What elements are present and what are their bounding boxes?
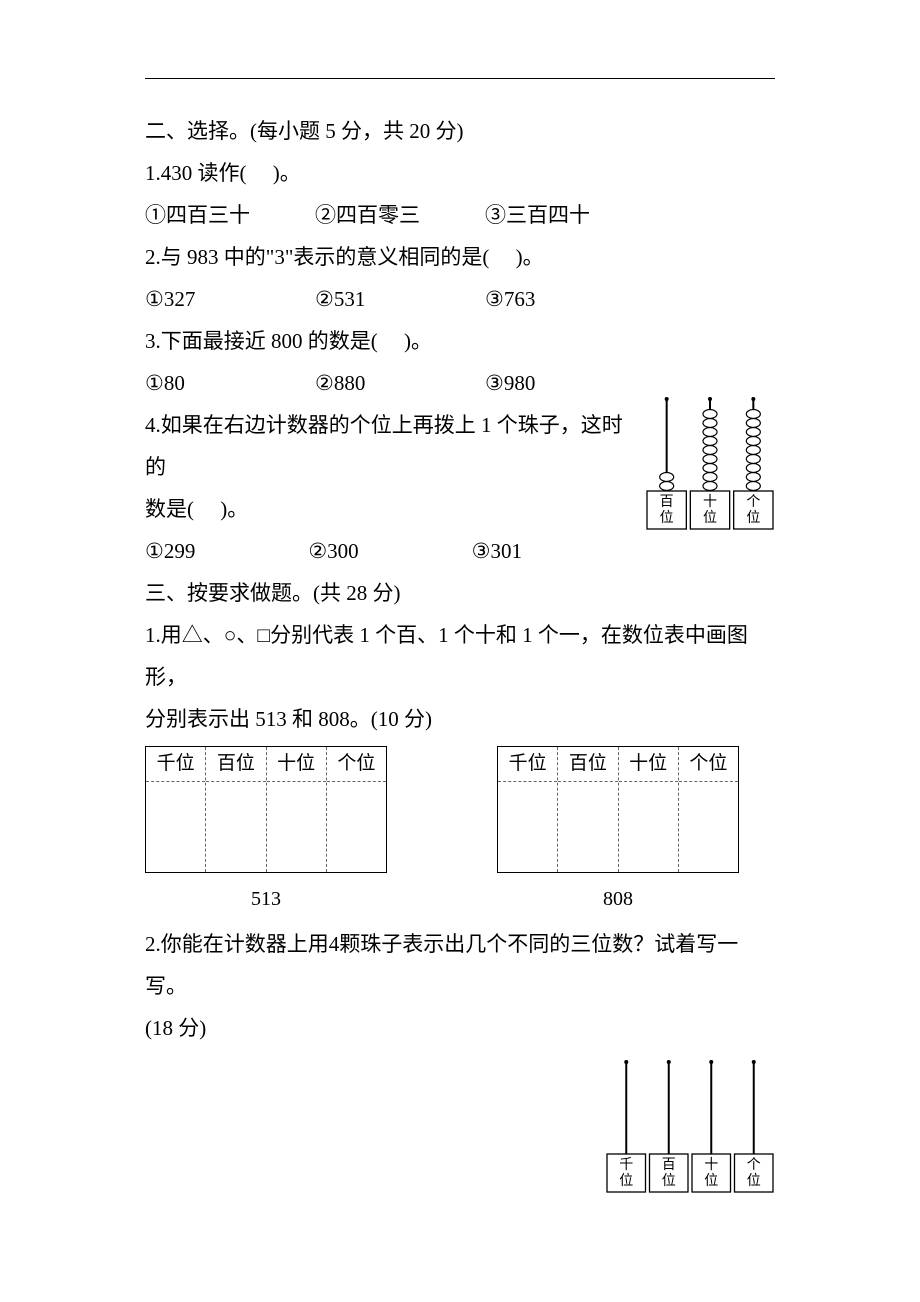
s2-q1-stem-b: )。 xyxy=(273,161,301,185)
pv-513-caption: 513 xyxy=(251,879,281,919)
s2-q4-stem2b: )。 xyxy=(220,497,248,521)
s2-q3-stem-b: )。 xyxy=(404,329,432,353)
pv-808-h4: 个位 xyxy=(679,747,738,782)
s2-q2-stem-a: 2.与 983 中的"3"表示的意义相同的是( xyxy=(145,245,489,269)
s2-q1-opt2: ②四百零三 xyxy=(315,194,485,236)
svg-text:位: 位 xyxy=(660,510,674,526)
svg-text:个: 个 xyxy=(746,494,760,510)
svg-text:千: 千 xyxy=(619,1157,633,1173)
pv-808-h2: 百位 xyxy=(558,747,617,782)
pv-808-h3: 十位 xyxy=(619,747,678,782)
s3-q2-counter: 千位百位十位个位 xyxy=(605,1059,775,1208)
s2-q2-options: ①327 ②531 ③763 xyxy=(145,278,775,320)
s3-q1-line2: 分别表示出 513 和 808。(10 分) xyxy=(145,698,775,740)
s2-q1-opt3: ③三百四十 xyxy=(485,194,655,236)
s2-q2-stem-b: )。 xyxy=(516,245,544,269)
pv-513-h1: 千位 xyxy=(146,747,205,782)
s2-q4-opt3: ③301 xyxy=(472,530,635,572)
pv-808-h1: 千位 xyxy=(498,747,557,782)
svg-text:百: 百 xyxy=(662,1157,676,1173)
s2-q3-opt2: ②880 xyxy=(315,362,485,404)
top-rule xyxy=(145,78,775,79)
pv-table-513: 千位 百位 十位 个位 xyxy=(145,746,387,873)
svg-text:十: 十 xyxy=(704,1157,718,1173)
svg-text:位: 位 xyxy=(703,510,717,526)
place-value-tables: 千位 百位 十位 个位 513 千位 百位 十位 个位 808 xyxy=(145,746,775,919)
s2-q2-opt3: ③763 xyxy=(485,278,655,320)
svg-text:十: 十 xyxy=(703,494,717,510)
s2-q4-options: ①299 ②300 ③301 xyxy=(145,530,635,572)
s2-q1-stem: 1.430 读作( )。 xyxy=(145,152,775,194)
svg-text:位: 位 xyxy=(704,1173,718,1189)
svg-text:位: 位 xyxy=(747,1173,761,1189)
s2-q2-opt2: ②531 xyxy=(315,278,485,320)
s2-q4-counter: 百位十位个位 xyxy=(645,396,775,545)
s2-q2-opt1: ①327 xyxy=(145,278,315,320)
s2-q3-stem: 3.下面最接近 800 的数是( )。 xyxy=(145,320,775,362)
svg-text:个: 个 xyxy=(747,1157,761,1173)
svg-text:位: 位 xyxy=(662,1173,676,1189)
s3-q1-line1: 1.用△、○、□分别代表 1 个百、1 个十和 1 个一，在数位表中画图形， xyxy=(145,614,775,698)
s3-q2-line1: 2.你能在计数器上用4颗珠子表示出几个不同的三位数？试着写一写。 xyxy=(145,923,775,1007)
s2-q2-stem: 2.与 983 中的"3"表示的意义相同的是( )。 xyxy=(145,236,775,278)
pv-513-h2: 百位 xyxy=(206,747,265,782)
section3-heading: 三、按要求做题。(共 28 分) xyxy=(145,572,775,614)
pv-513-h4: 个位 xyxy=(327,747,386,782)
pv-808-caption: 808 xyxy=(603,879,633,919)
s2-q1-options: ①四百三十 ②四百零三 ③三百四十 xyxy=(145,194,775,236)
svg-text:位: 位 xyxy=(619,1173,633,1189)
s3-q2-line2: (18 分) xyxy=(145,1007,775,1049)
s2-q3-opt1: ①80 xyxy=(145,362,315,404)
s2-q4-opt2: ②300 xyxy=(308,530,471,572)
section2-heading: 二、选择。(每小题 5 分，共 20 分) xyxy=(145,110,775,152)
pv-table-808: 千位 百位 十位 个位 xyxy=(497,746,739,873)
svg-text:百: 百 xyxy=(660,494,674,510)
s2-q4-opt1: ①299 xyxy=(145,530,308,572)
s2-q3-stem-a: 3.下面最接近 800 的数是( xyxy=(145,329,378,353)
s2-q4-stem2a: 数是( xyxy=(145,497,194,521)
s2-q1-stem-a: 1.430 读作( xyxy=(145,161,247,185)
svg-text:位: 位 xyxy=(746,510,760,526)
s2-q3-opt3: ③980 xyxy=(485,362,655,404)
pv-513-h3: 十位 xyxy=(267,747,326,782)
s2-q1-opt1: ①四百三十 xyxy=(145,194,315,236)
